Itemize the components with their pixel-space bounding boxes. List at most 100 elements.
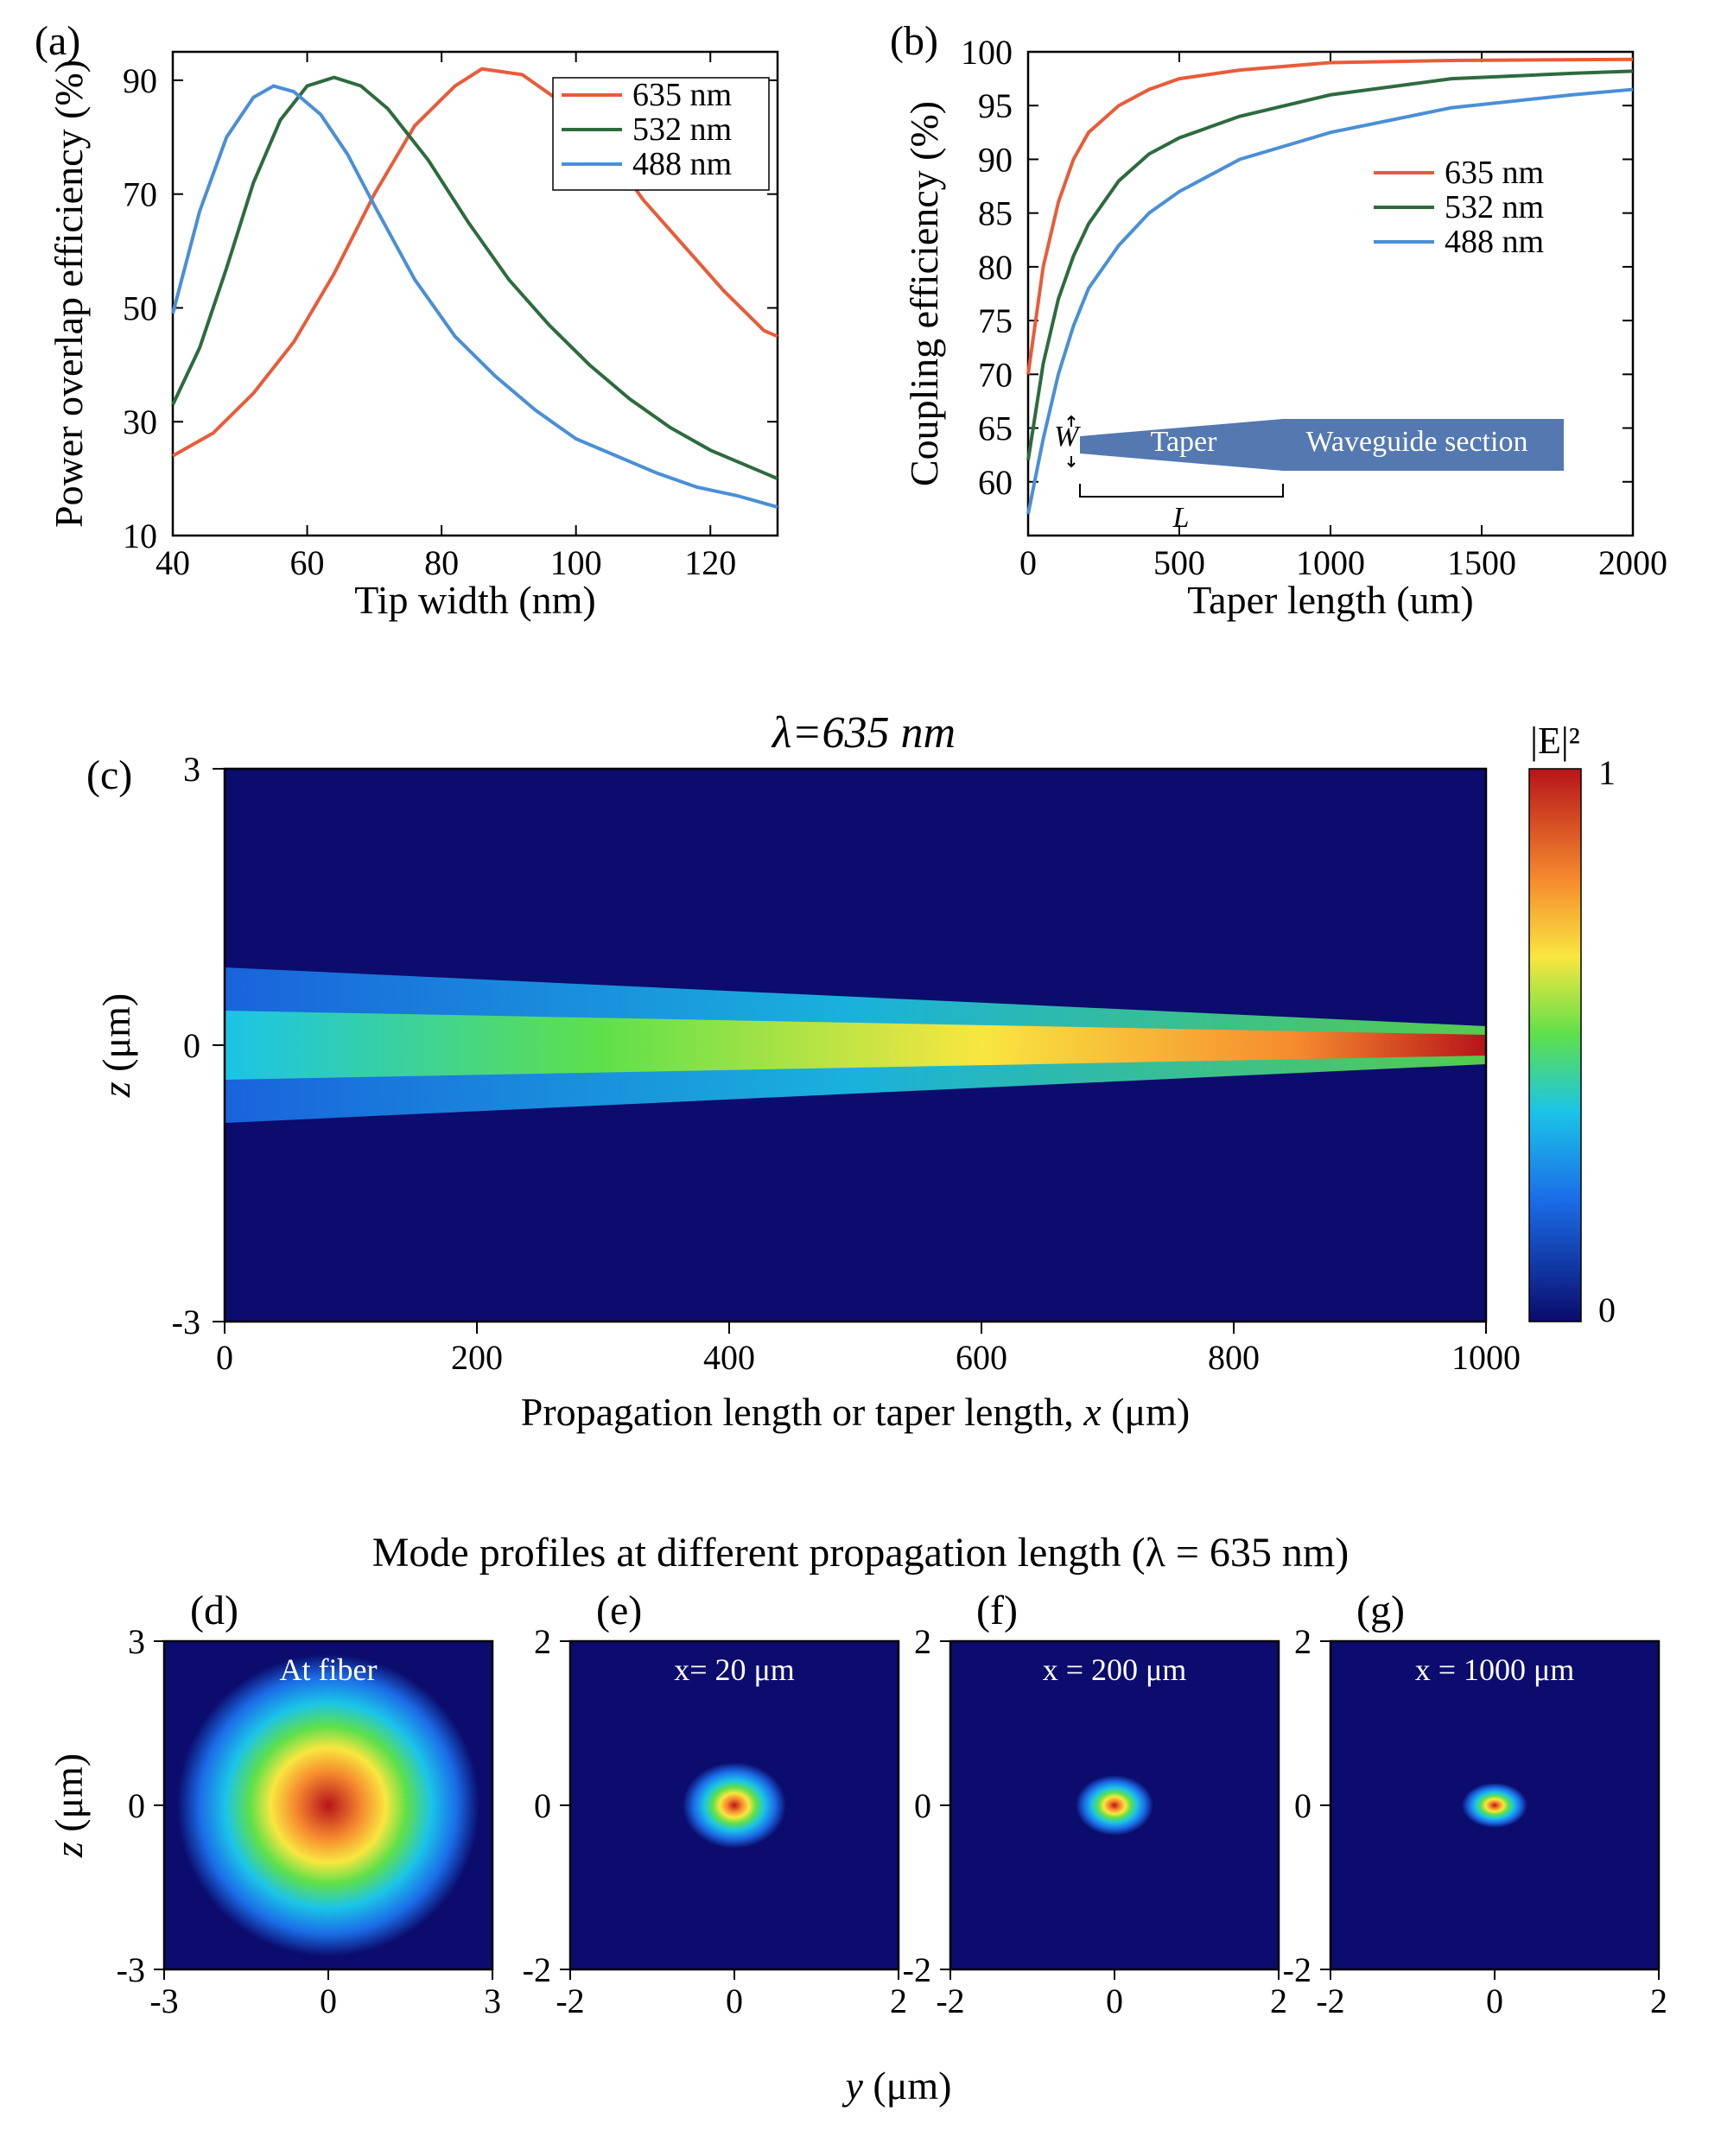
panel-a-legend: 635 nm532 nm488 nm: [553, 77, 769, 190]
svg-text:-2: -2: [1316, 1982, 1344, 2020]
svg-text:500: 500: [1153, 543, 1205, 582]
panel-c-xticks: 0 200 400 600 800 1000: [216, 1322, 1521, 1377]
svg-text:532 nm: 532 nm: [632, 111, 732, 148]
panel-a-ylabel: Power overlap efficiency (%): [47, 60, 91, 528]
svg-text:0: 0: [1106, 1982, 1123, 2020]
panel-f: -202-202x = 200 μm(f): [903, 1589, 1287, 2020]
svg-text:3: 3: [484, 1982, 501, 2020]
panel-b-svg: 0500100015002000 6065707580859095100 635…: [890, 17, 1685, 622]
panel-c-title: λ=635 nm: [771, 708, 956, 758]
svg-text:100: 100: [961, 33, 1013, 72]
svg-text:x = 200 μm: x = 200 μm: [1043, 1652, 1187, 1687]
panel-g: -2 0 2 -2 0 2 x = 1000 μm (g): [1283, 1589, 1667, 2020]
svg-text:0: 0: [726, 1982, 743, 2020]
panel-c-svg: λ=635 nm 02004006008001000 -303 |E|² 1 0…: [52, 700, 1676, 1468]
cbar-bot: 0: [1598, 1290, 1616, 1329]
svg-text:0: 0: [183, 1026, 200, 1065]
svg-text:90: 90: [123, 61, 157, 100]
panel-b-ylabel: Coupling efficiency (%): [902, 101, 946, 486]
svg-text:At fiber: At fiber: [280, 1652, 378, 1687]
svg-text:30: 30: [123, 403, 157, 441]
svg-text:2: 2: [1650, 1982, 1667, 2020]
svg-text:70: 70: [978, 355, 1013, 394]
modes-zlabel: z (μm): [47, 1753, 91, 1859]
modes-svg: -303-303At fiber(d) -202-202x= 20 μm(e) …: [35, 1589, 1693, 2108]
panel-c: λ=635 nm 02004006008001000 -303 |E|² 1 0…: [52, 700, 1676, 1468]
panel-e: -202-202x= 20 μm(e): [523, 1589, 907, 2020]
cbar-top: 1: [1598, 753, 1616, 792]
cbar-label: |E|²: [1530, 720, 1580, 762]
inset-L: L: [1172, 502, 1190, 534]
svg-text:0: 0: [1486, 1982, 1503, 2020]
panel-c-label: (c): [86, 751, 132, 799]
panel-c-xlabel: Propagation length or taper length, x (μ…: [521, 1390, 1191, 1434]
svg-text:635 nm: 635 nm: [1445, 155, 1544, 191]
svg-text:2: 2: [1294, 1622, 1311, 1661]
svg-text:(d): (d): [190, 1589, 238, 1633]
svg-text:0: 0: [320, 1982, 337, 2020]
svg-text:-3: -3: [117, 1950, 145, 1989]
figure-page: 406080100120 1030507090 635 nm532 nm488 …: [0, 0, 1721, 2156]
svg-text:-3: -3: [149, 1982, 178, 2020]
svg-text:120: 120: [684, 543, 736, 582]
svg-text:85: 85: [978, 194, 1013, 233]
svg-text:60: 60: [978, 463, 1013, 502]
panel-a-xlabel: Tip width (nm): [354, 578, 595, 622]
svg-text:-2: -2: [556, 1982, 584, 2020]
inset-W: W: [1054, 421, 1081, 453]
svg-text:0: 0: [1294, 1786, 1311, 1825]
svg-text:-2: -2: [903, 1950, 931, 1989]
svg-text:70: 70: [123, 175, 157, 214]
svg-text:488 nm: 488 nm: [632, 146, 732, 182]
svg-text:90: 90: [978, 140, 1013, 179]
svg-text:0: 0: [534, 1786, 551, 1825]
svg-text:800: 800: [1208, 1338, 1260, 1377]
modes-ylabel: y (μm): [841, 2064, 951, 2108]
panel-a: 406080100120 1030507090 635 nm532 nm488 …: [35, 17, 829, 622]
svg-text:0: 0: [128, 1786, 145, 1825]
inset-wg: Waveguide section: [1306, 426, 1528, 458]
svg-text:(g): (g): [1356, 1589, 1405, 1633]
panel-a-label: (a): [35, 17, 80, 65]
panel-b: 0500100015002000 6065707580859095100 635…: [890, 17, 1685, 622]
svg-text:1000: 1000: [1451, 1338, 1521, 1377]
svg-text:x= 20 μm: x= 20 μm: [674, 1652, 795, 1687]
svg-text:2: 2: [534, 1622, 551, 1661]
svg-text:3: 3: [128, 1622, 145, 1661]
svg-text:95: 95: [978, 86, 1013, 125]
svg-text:65: 65: [978, 409, 1013, 448]
panel-c-ylabel: z (μm): [94, 993, 138, 1099]
mode-panels: -303-303At fiber(d) -202-202x= 20 μm(e) …: [35, 1589, 1693, 2108]
svg-text:50: 50: [123, 289, 157, 327]
svg-text:2000: 2000: [1598, 543, 1667, 582]
svg-text:40: 40: [156, 543, 190, 582]
svg-text:0: 0: [914, 1786, 931, 1825]
svg-text:-2: -2: [523, 1950, 551, 1989]
svg-text:532 nm: 532 nm: [1445, 189, 1544, 225]
svg-text:200: 200: [451, 1338, 503, 1377]
svg-text:3: 3: [183, 750, 200, 789]
svg-text:10: 10: [123, 517, 157, 555]
svg-text:1500: 1500: [1447, 543, 1516, 582]
panel-d: -3 0 3 -3 0 3 At fiber (d): [117, 1589, 501, 2020]
svg-text:1000: 1000: [1296, 543, 1365, 582]
svg-text:2: 2: [914, 1622, 931, 1661]
svg-text:0: 0: [1019, 543, 1037, 582]
svg-text:635 nm: 635 nm: [632, 77, 732, 113]
panel-b-xlabel: Taper length (um): [1187, 578, 1473, 622]
inset-taper: Taper: [1151, 426, 1218, 458]
svg-text:80: 80: [424, 543, 459, 582]
panel-c-yticks: -303: [172, 750, 225, 1341]
svg-text:100: 100: [550, 543, 602, 582]
svg-text:600: 600: [956, 1338, 1007, 1377]
svg-text:0: 0: [216, 1338, 233, 1377]
modes-title: Mode profiles at different propagation l…: [0, 1529, 1721, 1576]
svg-text:(e): (e): [596, 1589, 642, 1633]
svg-text:(f): (f): [976, 1589, 1018, 1633]
svg-text:-2: -2: [1283, 1950, 1311, 1989]
panel-b-label: (b): [890, 17, 938, 65]
svg-text:400: 400: [703, 1338, 755, 1377]
svg-text:-2: -2: [936, 1982, 964, 2020]
svg-text:x = 1000 μm: x = 1000 μm: [1415, 1652, 1575, 1687]
svg-text:80: 80: [978, 248, 1013, 287]
